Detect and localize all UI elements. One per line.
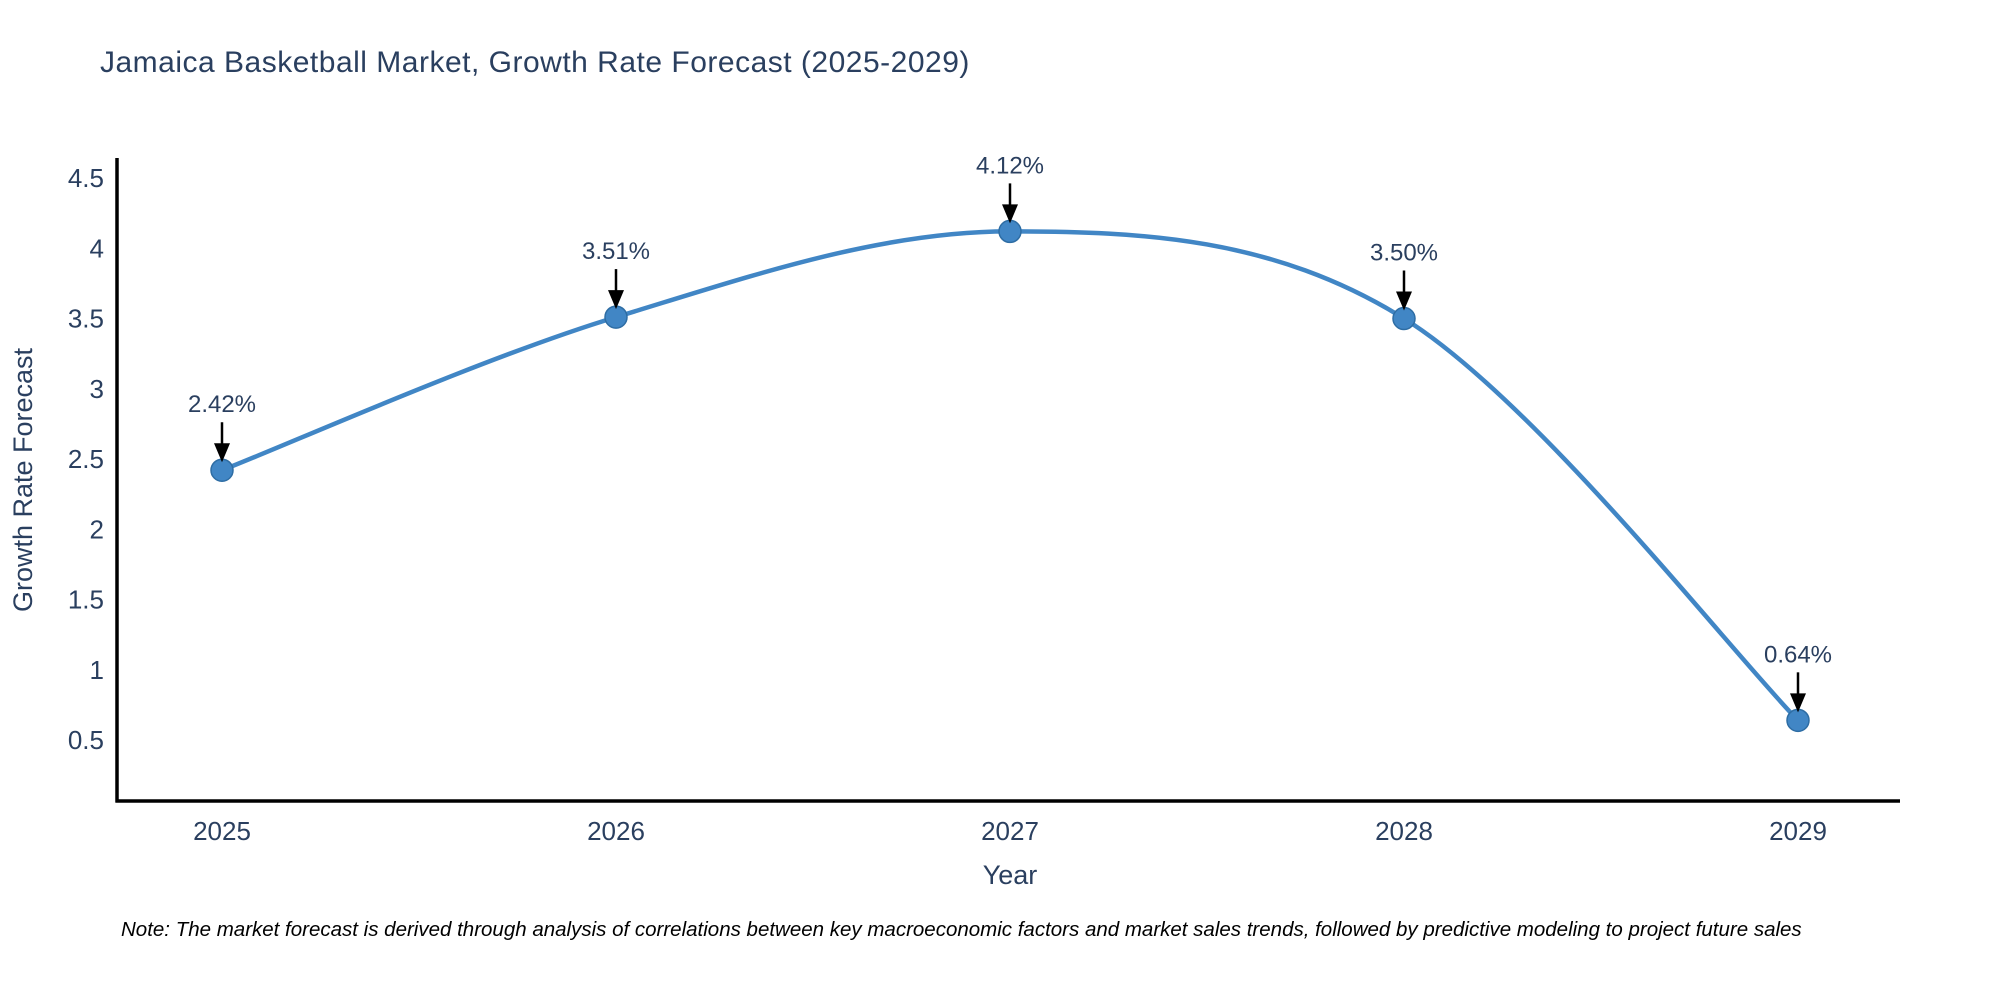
y-axis-title: Growth Rate Forecast (8, 347, 38, 612)
annotation-arrowhead-icon (1002, 204, 1018, 224)
annotation-arrowhead-icon (608, 290, 624, 310)
data-point-marker[interactable] (604, 305, 628, 329)
y-tick-label: 3 (90, 374, 104, 404)
y-tick-label: 1.5 (68, 585, 104, 615)
point-value-label: 2.42% (188, 391, 256, 418)
data-point-marker[interactable] (998, 219, 1022, 244)
y-tick-label: 4 (90, 233, 104, 263)
y-tick-label: 3.5 (68, 304, 104, 334)
point-value-label: 0.64% (1764, 641, 1832, 668)
y-axis-tick-labels: 0.5 1 1.5 2 2.5 3 3.5 4 4.5 (68, 163, 104, 755)
data-point-marker[interactable] (1392, 306, 1416, 331)
x-tick-label: 2029 (1769, 816, 1827, 846)
y-tick-label: 1 (90, 655, 104, 685)
annotation-arrowhead-icon (1790, 693, 1806, 713)
data-point-marker[interactable] (210, 458, 234, 482)
x-tick-label: 2028 (1375, 816, 1433, 846)
x-tick-label: 2026 (587, 816, 645, 846)
x-axis-tick-labels: 2025 2026 2027 2028 2029 (193, 816, 1827, 846)
x-tick-label: 2027 (981, 816, 1039, 846)
annotation-arrowhead-icon (1396, 291, 1412, 311)
methodology-note: Note: The market forecast is derived thr… (121, 918, 1802, 941)
y-tick-label: 4.5 (68, 163, 104, 193)
annotation-arrowhead-icon (214, 443, 230, 463)
point-value-label: 3.51% (582, 238, 650, 265)
point-annotations: 2.42% 3.51% 4.12% 3.50% 0.64% (188, 152, 1832, 713)
y-tick-label: 2.5 (68, 444, 104, 474)
y-tick-label: 2 (90, 514, 104, 544)
data-point-marker[interactable] (1786, 708, 1810, 733)
point-value-label: 3.50% (1370, 240, 1438, 267)
x-tick-label: 2025 (193, 816, 251, 846)
y-tick-label: 0.5 (68, 725, 104, 755)
x-axis-title: Year (983, 860, 1038, 890)
chart-title: Jamaica Basketball Market, Growth Rate F… (100, 46, 970, 79)
growth-rate-line (221, 229, 1800, 722)
line-series[interactable] (210, 219, 1810, 733)
point-value-label: 4.12% (976, 152, 1044, 179)
